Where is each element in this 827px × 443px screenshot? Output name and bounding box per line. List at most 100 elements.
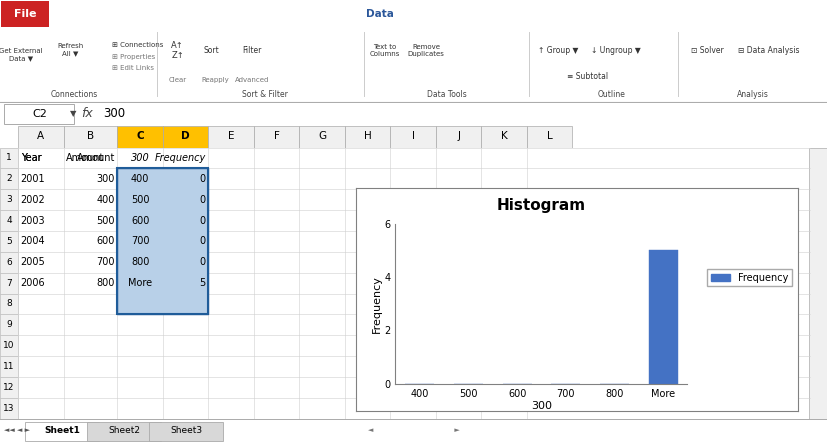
Text: ⊞ Edit Links: ⊞ Edit Links bbox=[112, 65, 154, 71]
Text: Sheet2: Sheet2 bbox=[108, 426, 140, 435]
Bar bbox=[809, 148, 827, 419]
Text: E: E bbox=[228, 132, 234, 141]
Text: 300: 300 bbox=[97, 174, 115, 184]
Bar bbox=[64, 126, 117, 148]
Bar bbox=[0, 398, 18, 419]
Text: 0: 0 bbox=[200, 237, 206, 246]
Text: 7: 7 bbox=[7, 279, 12, 288]
FancyBboxPatch shape bbox=[345, 0, 415, 29]
Text: Reapply: Reapply bbox=[201, 77, 229, 83]
Text: 0: 0 bbox=[200, 215, 206, 225]
Text: Advanced: Advanced bbox=[235, 77, 270, 83]
Text: 0: 0 bbox=[200, 174, 206, 184]
Bar bbox=[18, 126, 64, 148]
Text: K: K bbox=[500, 132, 508, 141]
Text: A↑
Z↑: A↑ Z↑ bbox=[171, 41, 184, 60]
Bar bbox=[0, 294, 18, 315]
Bar bbox=[0, 189, 18, 210]
Text: Frequency: Frequency bbox=[155, 153, 206, 163]
Text: Home: Home bbox=[74, 9, 105, 19]
Text: 0: 0 bbox=[200, 257, 206, 267]
Text: Amount: Amount bbox=[66, 153, 104, 163]
Text: 300: 300 bbox=[103, 107, 126, 120]
Text: 4: 4 bbox=[7, 216, 12, 225]
Text: Data: Data bbox=[366, 9, 394, 19]
Text: Sheet3: Sheet3 bbox=[170, 426, 202, 435]
Text: G: G bbox=[318, 132, 326, 141]
Text: Insert: Insert bbox=[147, 9, 177, 19]
Text: 9: 9 bbox=[7, 320, 12, 329]
Text: 2004: 2004 bbox=[21, 237, 45, 246]
Text: 2: 2 bbox=[7, 174, 12, 183]
Text: 3: 3 bbox=[7, 195, 12, 204]
Bar bbox=[0, 252, 18, 272]
Text: 2003: 2003 bbox=[21, 215, 45, 225]
Text: 5: 5 bbox=[199, 278, 206, 288]
Text: File: File bbox=[13, 9, 36, 19]
FancyBboxPatch shape bbox=[149, 422, 223, 441]
Text: ⊞ Properties: ⊞ Properties bbox=[112, 54, 155, 59]
Text: 600: 600 bbox=[131, 215, 150, 225]
Text: ⊞ Connections: ⊞ Connections bbox=[112, 42, 163, 48]
Bar bbox=[0, 377, 18, 398]
Bar bbox=[0, 148, 18, 168]
Text: ⊡ Solver: ⊡ Solver bbox=[691, 46, 724, 55]
Text: Year: Year bbox=[21, 153, 41, 163]
Bar bbox=[117, 168, 208, 315]
Text: 10: 10 bbox=[3, 341, 15, 350]
Bar bbox=[0, 272, 18, 294]
Text: Data Tools: Data Tools bbox=[427, 90, 466, 99]
FancyBboxPatch shape bbox=[87, 422, 161, 441]
Text: 500: 500 bbox=[97, 215, 115, 225]
Text: ≡ Subtotal: ≡ Subtotal bbox=[566, 72, 608, 81]
Text: Formulas: Formulas bbox=[284, 9, 332, 19]
Text: A: A bbox=[37, 132, 45, 141]
Text: 800: 800 bbox=[97, 278, 115, 288]
Text: ⊟ Data Analysis: ⊟ Data Analysis bbox=[739, 46, 800, 55]
Text: 1: 1 bbox=[7, 153, 12, 163]
Text: 6: 6 bbox=[7, 258, 12, 267]
Text: 11: 11 bbox=[3, 362, 15, 371]
Bar bbox=[0, 335, 18, 356]
Text: 0: 0 bbox=[200, 194, 206, 205]
Bar bbox=[0, 168, 18, 189]
Text: 13: 13 bbox=[3, 404, 15, 413]
Text: 600: 600 bbox=[97, 237, 115, 246]
Text: Connections: Connections bbox=[50, 90, 98, 99]
Text: 400: 400 bbox=[131, 174, 150, 184]
Text: More: More bbox=[128, 278, 152, 288]
Text: fx: fx bbox=[81, 107, 93, 120]
Text: Sort & Filter: Sort & Filter bbox=[241, 90, 288, 99]
Text: Developer: Developer bbox=[572, 9, 625, 19]
Bar bbox=[299, 126, 345, 148]
Text: Review: Review bbox=[435, 9, 471, 19]
Text: 8: 8 bbox=[7, 299, 12, 308]
Bar bbox=[117, 126, 163, 148]
Text: B: B bbox=[87, 132, 94, 141]
Bar bbox=[117, 168, 208, 315]
Text: 2002: 2002 bbox=[21, 194, 45, 205]
FancyBboxPatch shape bbox=[25, 422, 99, 441]
Text: ↓ Ungroup ▼: ↓ Ungroup ▼ bbox=[591, 46, 641, 55]
Text: 400: 400 bbox=[97, 194, 115, 205]
FancyBboxPatch shape bbox=[1, 1, 49, 27]
Text: ◄                                    ►: ◄ ► bbox=[368, 427, 459, 433]
Text: 2006: 2006 bbox=[21, 278, 45, 288]
Text: Outline: Outline bbox=[598, 90, 626, 99]
Bar bbox=[481, 126, 527, 148]
Bar bbox=[208, 126, 254, 148]
Text: Get External
Data ▼: Get External Data ▼ bbox=[0, 48, 42, 61]
Text: View: View bbox=[514, 9, 538, 19]
Text: Remove
Duplicates: Remove Duplicates bbox=[408, 44, 444, 57]
Text: J: J bbox=[457, 132, 460, 141]
Text: 12: 12 bbox=[3, 383, 15, 392]
Text: 5: 5 bbox=[7, 237, 12, 246]
Text: L: L bbox=[547, 132, 552, 141]
Text: F: F bbox=[274, 132, 280, 141]
Text: 2001: 2001 bbox=[21, 174, 45, 184]
Text: Clear: Clear bbox=[169, 77, 187, 83]
Text: 800: 800 bbox=[131, 257, 150, 267]
Text: Sort: Sort bbox=[203, 46, 219, 55]
Bar bbox=[527, 126, 572, 148]
Text: ▼: ▼ bbox=[69, 109, 76, 118]
